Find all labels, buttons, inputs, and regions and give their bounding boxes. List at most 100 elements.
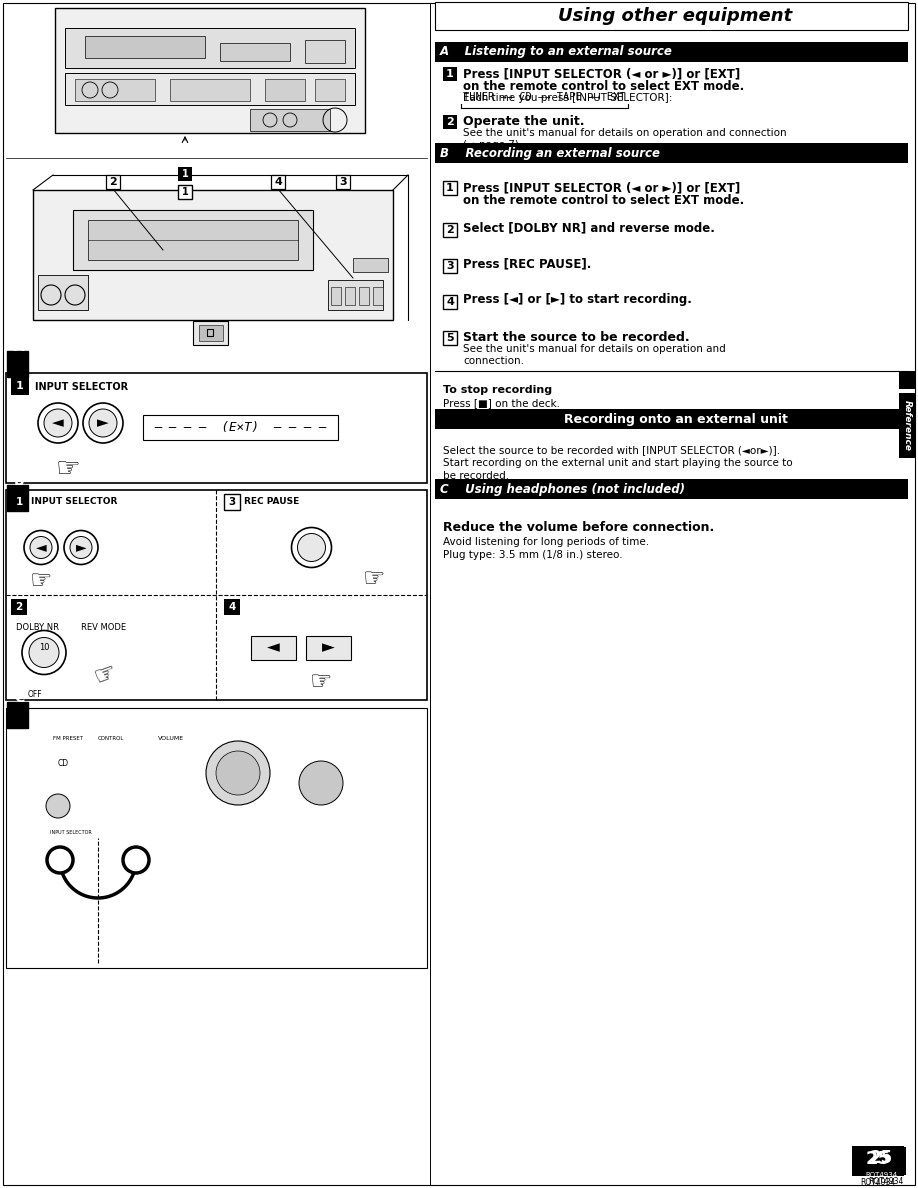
Bar xyxy=(443,67,457,81)
Text: INPUT SELECTOR: INPUT SELECTOR xyxy=(31,498,118,506)
Text: 4: 4 xyxy=(446,297,453,307)
Text: 25: 25 xyxy=(866,1150,890,1168)
Circle shape xyxy=(70,537,92,558)
Text: manualsys.com: manualsys.com xyxy=(102,519,329,657)
Text: ☞: ☞ xyxy=(310,670,332,694)
Text: 10: 10 xyxy=(39,643,50,652)
Text: B    Recording an external source: B Recording an external source xyxy=(440,146,660,159)
Text: Press [INPUT SELECTOR (◄ or ►)] or [EXT]: Press [INPUT SELECTOR (◄ or ►)] or [EXT] xyxy=(463,181,740,194)
Text: Operate the unit.: Operate the unit. xyxy=(463,115,585,128)
Bar xyxy=(373,287,383,305)
Circle shape xyxy=(299,762,343,805)
Bar xyxy=(899,393,915,459)
Text: Using other equipment: Using other equipment xyxy=(558,7,792,25)
Text: Each time you press [INPUT SELECTOR]:: Each time you press [INPUT SELECTOR]: xyxy=(463,93,672,103)
Bar xyxy=(73,210,313,270)
Circle shape xyxy=(22,631,66,675)
Text: 1: 1 xyxy=(446,183,453,192)
Bar xyxy=(224,494,240,510)
Text: ◄: ◄ xyxy=(36,541,46,555)
Text: 1: 1 xyxy=(446,69,453,78)
Text: 2: 2 xyxy=(16,602,23,612)
Bar xyxy=(11,494,27,510)
Bar xyxy=(443,223,457,236)
Circle shape xyxy=(206,741,270,805)
Bar xyxy=(11,377,29,394)
Text: C: C xyxy=(11,706,24,723)
Text: RQT4934: RQT4934 xyxy=(860,1163,896,1173)
Bar xyxy=(305,40,345,63)
Bar xyxy=(353,258,388,272)
Bar xyxy=(199,326,223,341)
Text: ☞: ☞ xyxy=(363,567,386,590)
Text: 2: 2 xyxy=(446,225,453,235)
Text: 3: 3 xyxy=(229,497,236,507)
Text: be recorded.: be recorded. xyxy=(443,470,509,481)
Bar xyxy=(331,287,341,305)
Text: ☞: ☞ xyxy=(29,569,52,593)
Text: REC PAUSE: REC PAUSE xyxy=(244,498,299,506)
Text: 25: 25 xyxy=(869,1149,892,1167)
Text: 1: 1 xyxy=(182,187,188,197)
Text: Reference: Reference xyxy=(902,400,912,451)
Bar xyxy=(443,259,457,273)
Bar xyxy=(443,115,457,129)
Text: ►: ► xyxy=(75,541,86,555)
Bar xyxy=(6,489,427,700)
Bar xyxy=(250,109,330,131)
Text: ◄: ◄ xyxy=(52,416,64,430)
Bar xyxy=(83,813,93,824)
Bar xyxy=(33,190,393,320)
Text: ☞: ☞ xyxy=(56,455,81,484)
Bar xyxy=(85,36,205,58)
Bar xyxy=(359,287,369,305)
Bar xyxy=(98,813,108,824)
Text: 5: 5 xyxy=(446,333,453,343)
Text: B: B xyxy=(14,474,24,488)
Bar xyxy=(143,415,338,440)
Circle shape xyxy=(216,751,260,795)
Text: A    Listening to an external source: A Listening to an external source xyxy=(440,45,673,58)
Text: 4: 4 xyxy=(274,177,282,187)
Text: INPUT SELECTOR: INPUT SELECTOR xyxy=(35,383,129,392)
Text: (→ page 7).: (→ page 7). xyxy=(463,140,522,150)
Text: C: C xyxy=(14,691,24,704)
Circle shape xyxy=(46,794,70,819)
Text: on the remote control to select EXT mode.: on the remote control to select EXT mode… xyxy=(463,80,744,93)
Bar xyxy=(265,78,305,101)
Bar xyxy=(306,636,351,659)
Text: Start the source to be recorded.: Start the source to be recorded. xyxy=(463,331,689,345)
Text: Press [INPUT SELECTOR (◄ or ►)] or [EXT]: Press [INPUT SELECTOR (◄ or ►)] or [EXT] xyxy=(463,67,740,80)
Text: 3: 3 xyxy=(446,261,453,271)
Text: A: A xyxy=(14,340,25,354)
Text: Plug type: 3.5 mm (1/8 in.) stereo.: Plug type: 3.5 mm (1/8 in.) stereo. xyxy=(443,550,622,560)
Circle shape xyxy=(123,847,149,873)
Bar xyxy=(65,29,355,68)
Text: ►: ► xyxy=(97,416,109,430)
Bar xyxy=(55,8,365,133)
Text: See the unit's manual for details on operation and: See the unit's manual for details on ope… xyxy=(463,345,726,354)
Text: RQT4934: RQT4934 xyxy=(865,1173,897,1178)
Text: DOLBY NR: DOLBY NR xyxy=(16,623,59,632)
Bar xyxy=(852,1146,904,1176)
Bar xyxy=(178,168,192,181)
Text: on the remote control to select EXT mode.: on the remote control to select EXT mode… xyxy=(463,194,744,207)
Bar xyxy=(435,2,908,30)
Bar xyxy=(288,742,353,819)
Text: To stop recording: To stop recording xyxy=(443,385,552,394)
Circle shape xyxy=(89,409,117,437)
Circle shape xyxy=(64,531,98,564)
Bar xyxy=(88,220,298,260)
Text: Select the source to be recorded with [INPUT SELECTOR (◄or►)].: Select the source to be recorded with [I… xyxy=(443,446,780,455)
Text: B: B xyxy=(11,489,25,507)
Text: RQT4934: RQT4934 xyxy=(860,1178,896,1187)
Bar xyxy=(48,742,128,778)
Bar xyxy=(224,599,240,615)
Text: INPUT SELECTOR: INPUT SELECTOR xyxy=(50,830,92,835)
Text: 4: 4 xyxy=(229,602,236,612)
Bar xyxy=(315,78,345,101)
Bar xyxy=(443,181,457,195)
Text: 3: 3 xyxy=(339,177,347,187)
Text: Press [◄] or [►] to start recording.: Press [◄] or [►] to start recording. xyxy=(463,293,692,307)
Circle shape xyxy=(24,531,58,564)
